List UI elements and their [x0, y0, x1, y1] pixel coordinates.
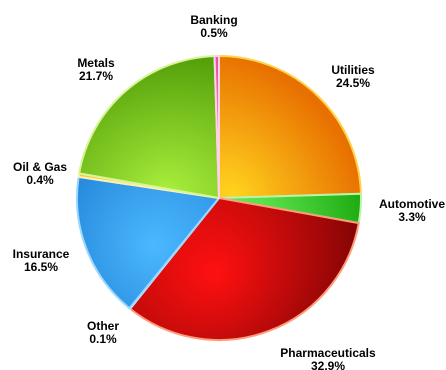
slice-value-oil-gas: 0.4%: [26, 173, 54, 187]
pie-slices: [76, 55, 362, 341]
pie-slice-pharmaceuticals: [129, 197, 360, 341]
slice-label-banking: Banking: [190, 13, 237, 27]
slice-value-banking: 0.5%: [200, 26, 228, 40]
slice-value-automotive: 3.3%: [398, 210, 426, 224]
slice-label-automotive: Automotive: [379, 197, 445, 211]
slice-label-other: Other: [87, 319, 119, 333]
slice-label-oil-gas: Oil & Gas: [13, 160, 67, 174]
slice-label-utilities: Utilities: [331, 63, 375, 77]
slice-value-other: 0.1%: [89, 332, 117, 346]
slice-value-insurance: 16.5%: [24, 260, 58, 274]
slice-value-pharmaceuticals: 32.9%: [311, 359, 345, 370]
slice-value-metals: 21.7%: [79, 69, 113, 83]
pie-slice-insurance: [76, 175, 220, 310]
slice-label-pharmaceuticals: Pharmaceuticals: [280, 346, 376, 360]
pie-slice-utilities: [218, 55, 362, 199]
slice-label-insurance: Insurance: [13, 247, 70, 261]
slice-value-utilities: 24.5%: [336, 76, 370, 90]
pie-slice-banking: [213, 55, 220, 199]
pie-slice-metals: [78, 55, 220, 199]
slice-label-metals: Metals: [77, 56, 115, 70]
